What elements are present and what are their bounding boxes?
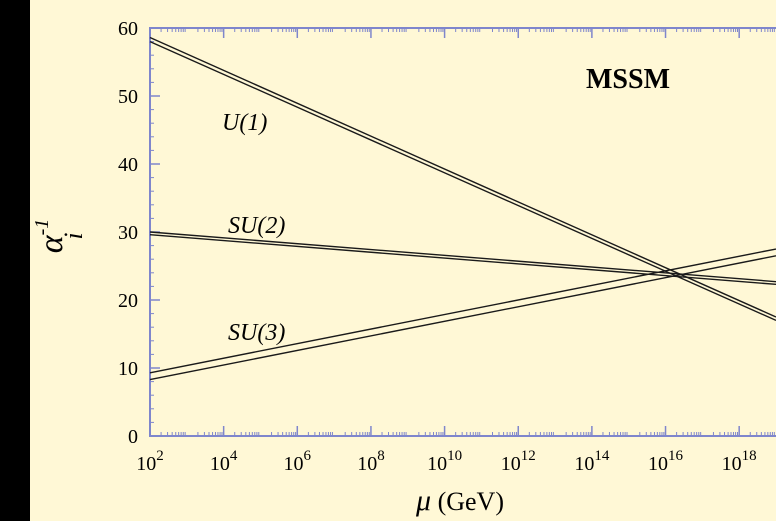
series-label: SU(2) xyxy=(228,213,285,239)
y-axis: 0 10 20 30 40 50 60 xyxy=(118,18,160,448)
series-label: U(1) xyxy=(222,110,267,136)
x-axis: 102 104 106 108 1010 1012 1014 1016 1018 xyxy=(136,28,757,475)
x-tick-label: 1014 xyxy=(574,448,610,475)
series-line-upper xyxy=(149,231,776,283)
series-su-3-: SU(3) xyxy=(149,248,776,381)
minor-ticks xyxy=(150,27,775,437)
y-axis-label-sub: i xyxy=(59,232,88,239)
series-line-upper xyxy=(149,248,776,374)
series-line-upper xyxy=(149,36,776,318)
x-tick-label: 104 xyxy=(210,448,238,475)
y-tick-label: 0 xyxy=(128,426,138,448)
y-tick-label: 20 xyxy=(118,290,138,312)
x-tick-label: 1016 xyxy=(648,448,684,475)
x-axis-label: μ (GeV) xyxy=(415,484,504,517)
x-tick-label: 1018 xyxy=(722,448,757,475)
x-tick-label: 1012 xyxy=(501,448,536,475)
series-label: SU(3) xyxy=(228,320,285,346)
y-tick-label: 60 xyxy=(118,18,138,40)
y-tick-label: 50 xyxy=(118,86,138,108)
y-axis-label-base: α xyxy=(33,234,70,253)
y-axis-label-sup: -1 xyxy=(31,219,53,236)
series-layer: U(1) SU(2) SU(3) xyxy=(149,36,776,381)
x-tick-label: 102 xyxy=(136,448,164,475)
series-line-lower xyxy=(149,255,776,381)
x-tick-label: 106 xyxy=(284,448,312,475)
series-su-2-: SU(2) xyxy=(149,213,776,286)
y-axis-label: α-1 xyxy=(31,219,70,254)
x-axis-symbol: μ xyxy=(415,484,431,517)
y-tick-label: 30 xyxy=(118,222,138,244)
x-tick-label: 108 xyxy=(357,448,385,475)
x-axis-unit: GeV xyxy=(446,487,495,516)
x-tick-label: 1010 xyxy=(427,448,462,475)
y-tick-label: 40 xyxy=(118,154,138,176)
figure-background xyxy=(30,0,776,521)
y-tick-label: 10 xyxy=(118,358,138,380)
svg-text:α-1: α-1 xyxy=(31,219,70,254)
chart-title: MSSM xyxy=(586,64,670,95)
